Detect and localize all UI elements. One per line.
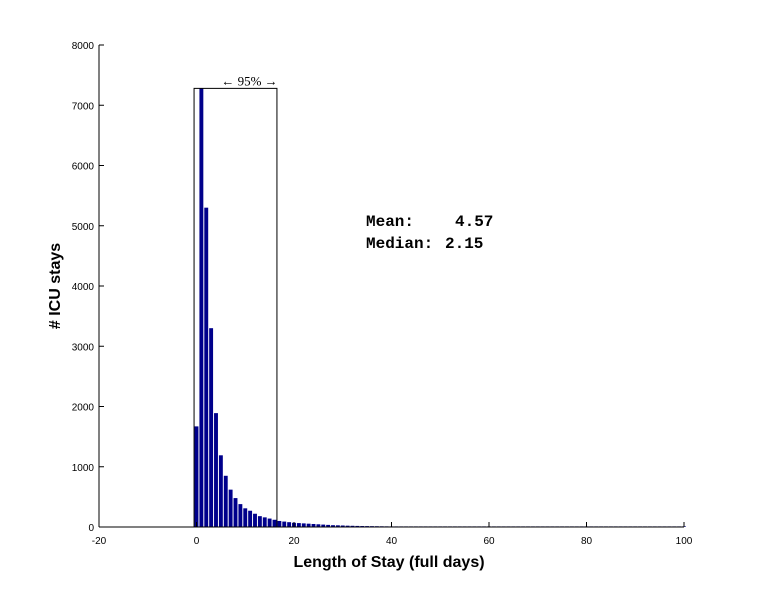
bar bbox=[316, 524, 321, 527]
bar bbox=[340, 525, 345, 527]
bar bbox=[253, 513, 257, 527]
bar bbox=[233, 498, 238, 527]
bar bbox=[238, 504, 243, 527]
bar bbox=[243, 508, 248, 527]
y-tick-label: 7000 bbox=[72, 101, 95, 112]
y-tick-label: 5000 bbox=[72, 222, 95, 233]
bar bbox=[306, 523, 311, 527]
y-axis-title: # ICU stays bbox=[47, 243, 64, 329]
bar bbox=[209, 328, 214, 527]
bar bbox=[301, 523, 306, 527]
median-value: 2.15 bbox=[445, 235, 483, 253]
bar bbox=[262, 517, 267, 527]
bar bbox=[248, 510, 253, 527]
bar bbox=[223, 475, 228, 527]
y-tick-label: 4000 bbox=[72, 282, 95, 293]
x-tick-label: -20 bbox=[92, 536, 107, 547]
bar bbox=[282, 521, 287, 527]
bar bbox=[199, 88, 204, 527]
interval-label: ← 95% → bbox=[221, 73, 277, 88]
bar bbox=[267, 518, 272, 527]
y-tick-label: 8000 bbox=[72, 41, 95, 52]
y-tick-label: 6000 bbox=[72, 162, 95, 173]
x-axis-ticks: -20 0 20 40 60 80 100 bbox=[92, 522, 693, 547]
bar bbox=[326, 524, 331, 527]
x-tick-label: 40 bbox=[386, 536, 398, 547]
bar bbox=[321, 524, 326, 527]
x-tick-label: 60 bbox=[483, 536, 495, 547]
bar bbox=[335, 525, 340, 527]
bar bbox=[194, 426, 199, 527]
axes: -20 0 20 40 60 80 100 0 1000 2000 3000 4000 5000 600… bbox=[72, 41, 693, 547]
bar bbox=[218, 455, 223, 527]
y-tick-label: 3000 bbox=[72, 342, 95, 353]
y-tick-label: 0 bbox=[88, 523, 94, 534]
y-axis-ticks: 0 1000 2000 3000 4000 5000 6000 7000 8000 bbox=[72, 41, 104, 534]
x-tick-label: 80 bbox=[581, 536, 593, 547]
median-label: Median: bbox=[366, 235, 433, 253]
bar bbox=[214, 413, 218, 527]
bar bbox=[272, 519, 277, 527]
stats-annotation: Mean: 4.57 Median: 2.15 bbox=[366, 213, 493, 253]
bar bbox=[277, 520, 282, 527]
x-tick-label: 20 bbox=[288, 536, 300, 547]
bar bbox=[257, 516, 262, 527]
bar bbox=[355, 525, 360, 527]
x-axis-title: Length of Stay (full days) bbox=[293, 554, 484, 571]
y-tick-label: 2000 bbox=[72, 403, 95, 414]
bar bbox=[204, 207, 209, 528]
mean-value: 4.57 bbox=[455, 213, 493, 231]
bar bbox=[228, 489, 233, 527]
bar bbox=[331, 525, 335, 527]
y-tick-label: 1000 bbox=[72, 463, 95, 474]
mean-label: Mean: bbox=[366, 213, 414, 231]
bar bbox=[296, 523, 301, 527]
bar bbox=[350, 525, 355, 527]
bar bbox=[287, 522, 292, 527]
bar bbox=[311, 523, 316, 527]
x-tick-label: 100 bbox=[676, 536, 693, 547]
x-tick-label: 0 bbox=[194, 536, 200, 547]
bar bbox=[345, 525, 350, 527]
